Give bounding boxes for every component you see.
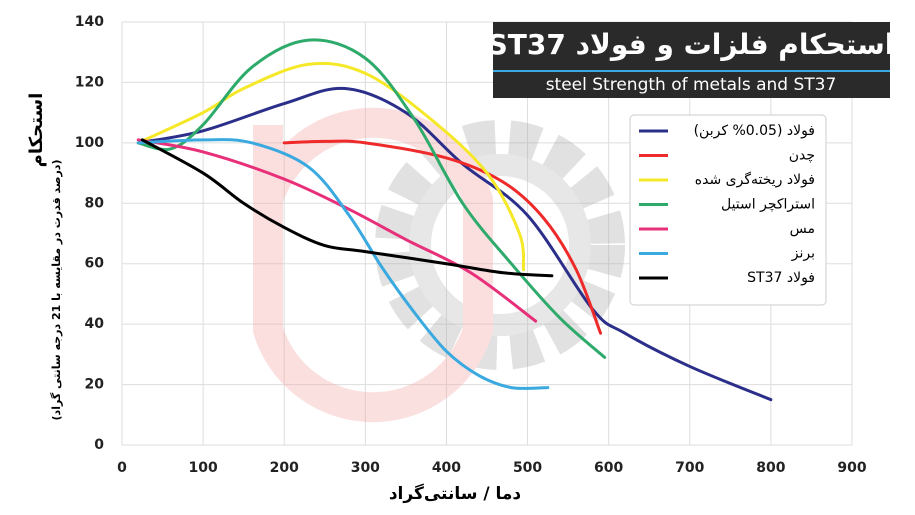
legend-label: فولاد (0.05% کربن) <box>694 123 815 139</box>
series-line <box>136 38 607 359</box>
x-tick-label: 900 <box>837 460 866 476</box>
x-tick-label: 0 <box>117 460 127 476</box>
x-tick-label: 800 <box>756 460 785 476</box>
chart-title: استحکام فلزات و فولاد ST37 <box>488 28 895 61</box>
x-tick-label: 200 <box>270 460 299 476</box>
legend-label: چدن <box>789 148 815 164</box>
legend-label: فولاد ریخته‌گری شده <box>695 171 815 188</box>
legend-box <box>629 114 827 306</box>
subtitle-box <box>493 72 890 98</box>
x-tick-label: 700 <box>675 460 704 476</box>
chart-subtitle: steel Strength of metals and ST37 <box>546 75 837 95</box>
y-tick-label: 60 <box>85 256 105 272</box>
series-line <box>136 61 526 272</box>
legend-label: مس <box>790 221 815 237</box>
x-tick-label: 400 <box>432 460 461 476</box>
y-tick-label: 100 <box>75 135 104 151</box>
legend-label: برنز <box>791 246 815 262</box>
y-tick-label: 120 <box>75 74 104 90</box>
series-line <box>282 139 603 335</box>
title-box <box>493 22 890 70</box>
x-tick-label: 300 <box>351 460 380 476</box>
y-tick-label: 80 <box>85 195 105 211</box>
x-tick-label: 600 <box>594 460 623 476</box>
series-line <box>140 138 554 278</box>
y-axis-sublabel: (درصد قدرت در مقایسه با 21 درجه سانتی گر… <box>50 160 63 421</box>
x-tick-label: 100 <box>188 460 217 476</box>
series-line <box>136 138 538 323</box>
series-line <box>136 138 550 390</box>
y-tick-label: 40 <box>85 316 105 332</box>
y-tick-label: 140 <box>75 14 104 30</box>
x-axis-label: دما / سانتی‌گراد <box>389 483 522 504</box>
y-tick-label: 20 <box>85 377 105 393</box>
legend-label: فولاد ST37 <box>747 270 815 286</box>
y-axis-label: استحکام <box>26 93 47 168</box>
legend-label: استراکچر استیل <box>721 197 815 213</box>
x-tick-label: 500 <box>513 460 542 476</box>
watermark <box>253 107 625 423</box>
y-tick-label: 0 <box>94 437 104 453</box>
